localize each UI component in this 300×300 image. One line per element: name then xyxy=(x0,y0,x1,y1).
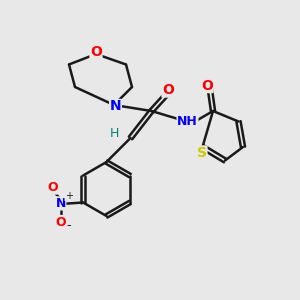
Text: O: O xyxy=(162,83,174,97)
Text: S: S xyxy=(197,146,207,160)
Text: O: O xyxy=(201,79,213,92)
Text: O: O xyxy=(90,45,102,59)
Text: H: H xyxy=(109,127,119,140)
Text: +: + xyxy=(65,190,73,201)
Text: O: O xyxy=(55,215,66,229)
Text: -: - xyxy=(67,219,71,232)
Text: N: N xyxy=(56,197,66,210)
Text: N: N xyxy=(110,100,121,113)
Text: O: O xyxy=(48,181,58,194)
Text: NH: NH xyxy=(177,115,198,128)
